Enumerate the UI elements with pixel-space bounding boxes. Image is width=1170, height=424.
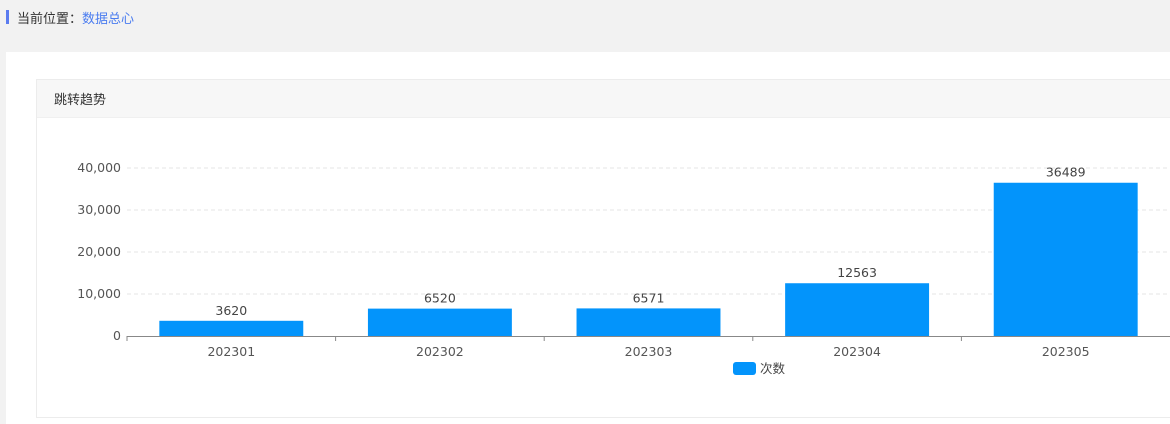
breadcrumb-current-link[interactable]: 数据总心 [82,11,135,27]
breadcrumb: 当前位置： 数据总心 [6,8,135,27]
bar[interactable] [159,320,304,336]
y-tick-label: 0 [113,328,121,343]
x-tick-label: 202305 [1042,344,1090,359]
x-tick-label: 202303 [625,344,673,359]
bar[interactable] [576,308,721,336]
x-tick-label: 202304 [833,344,881,359]
y-tick-label: 30,000 [77,202,121,217]
bar[interactable] [367,308,512,336]
legend-label[interactable]: 次数 [760,361,786,376]
breadcrumb-accent-bar [6,10,9,24]
bar-value-label: 6520 [424,291,456,306]
bar[interactable] [993,182,1138,336]
bar-value-label: 36489 [1046,165,1086,180]
x-tick-label: 202302 [416,344,464,359]
content-panel: 跳转趋势 [6,52,1170,424]
y-tick-label: 40,000 [77,160,121,175]
bar-value-label: 6571 [633,290,665,305]
y-tick-label: 10,000 [77,286,121,301]
card-title: 跳转趋势 [54,93,107,108]
breadcrumb-label: 当前位置： [17,11,83,27]
bar-value-label: 3620 [215,303,247,318]
bar[interactable] [785,283,930,336]
y-tick-label: 20,000 [77,244,121,259]
chart-card: 跳转趋势 [36,79,1170,418]
bar-value-label: 12563 [837,265,877,280]
card-header: 跳转趋势 [37,80,1170,118]
x-tick-label: 202301 [207,344,255,359]
legend-swatch[interactable] [733,362,756,375]
